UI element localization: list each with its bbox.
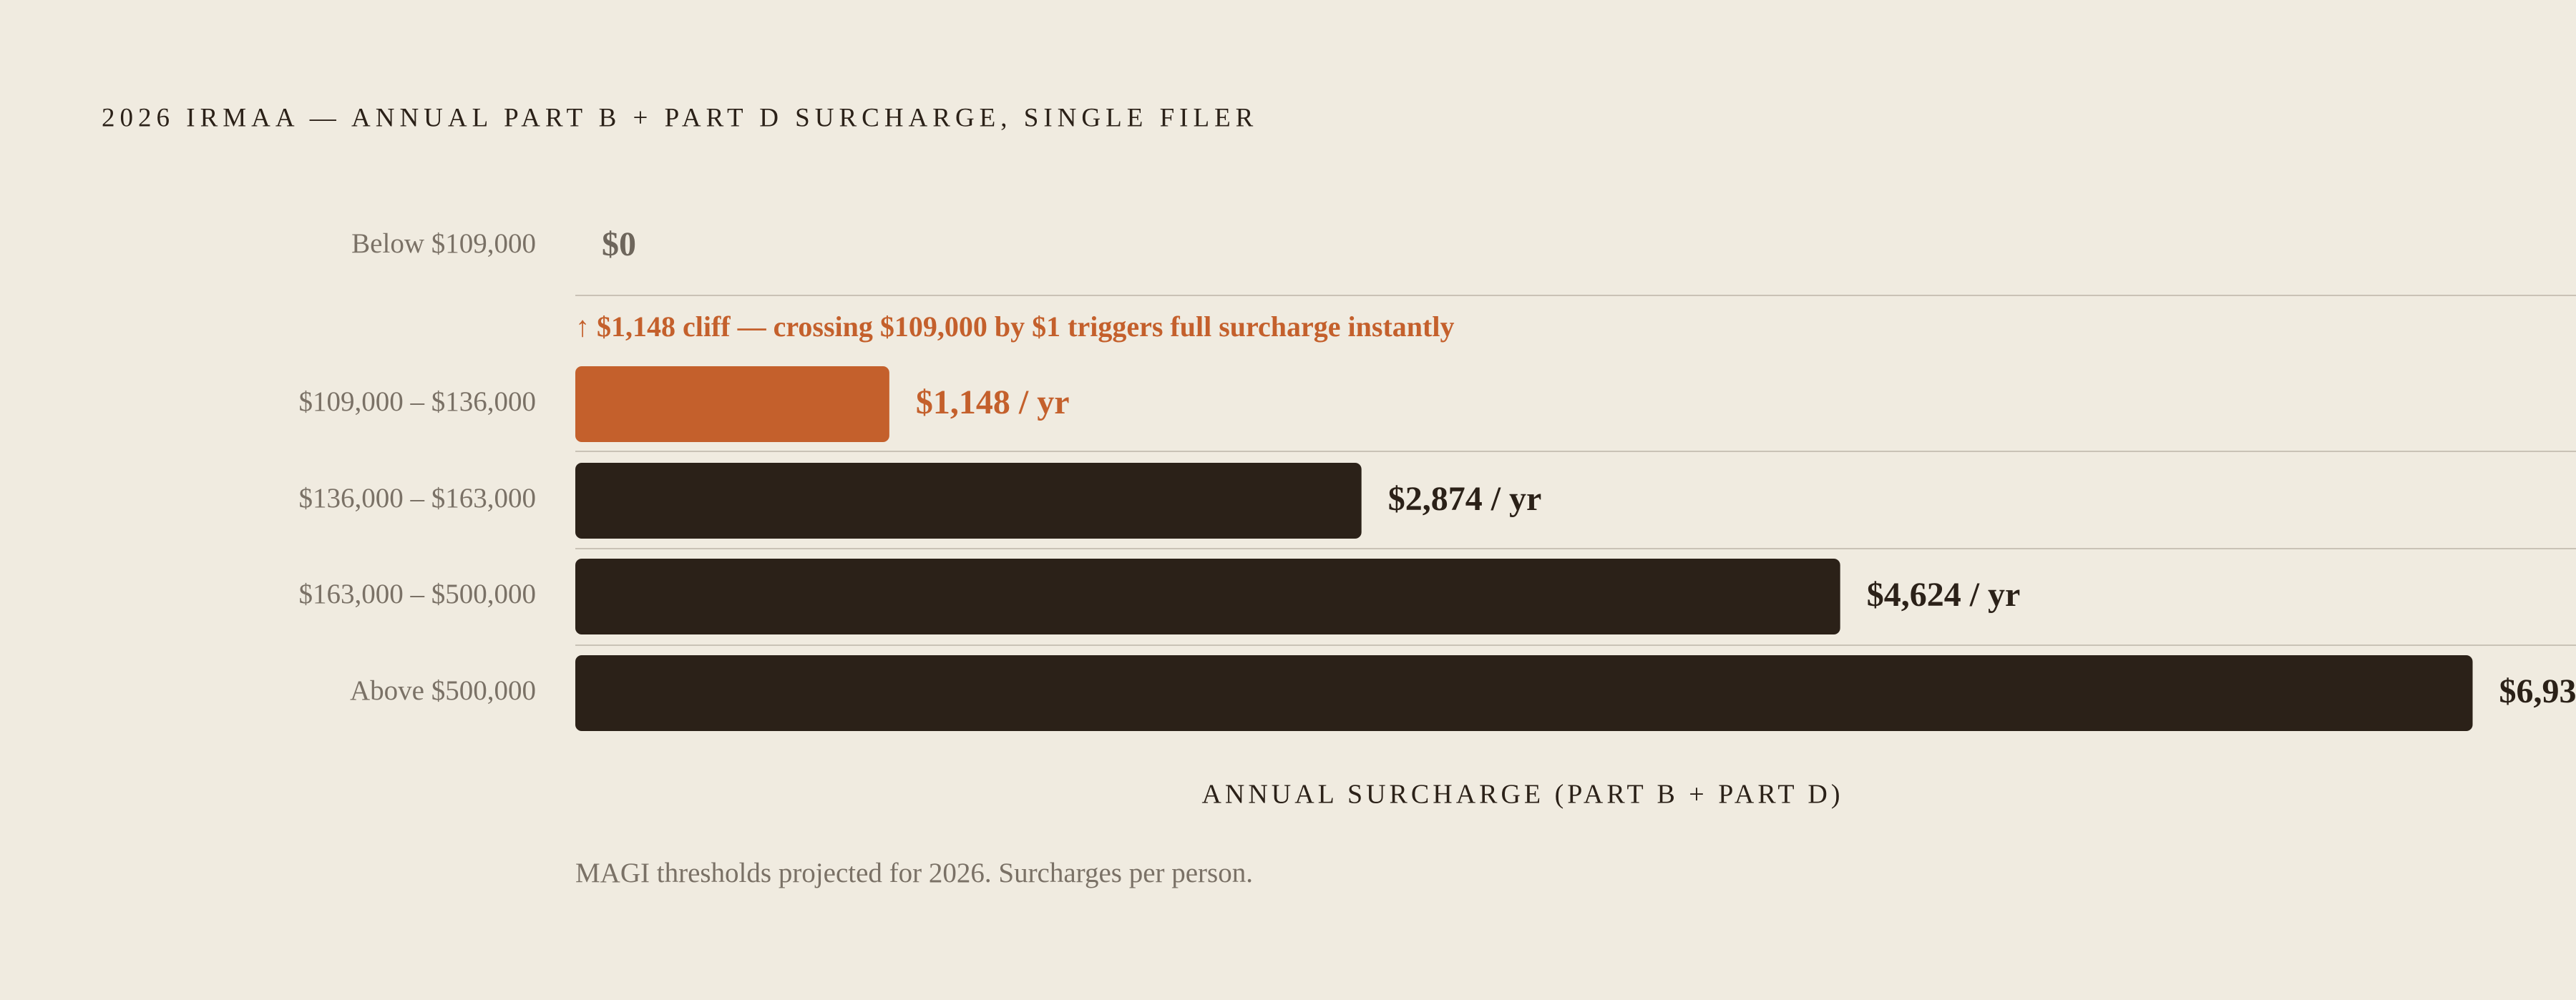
bar [575,655,2473,731]
annotation: ↑ $1,148 cliff — crossing $109,000 by $1… [575,310,1454,343]
y-tick-label: $109,000 – $136,000 [299,386,537,417]
bar [575,559,1840,634]
y-tick-label: Above $500,000 [350,675,536,706]
value-label: $2,874 / yr [1388,480,1542,518]
value-label: $6,936 / yr [2499,672,2576,710]
footnote: MAGI thresholds projected for 2026. Surc… [575,858,1253,888]
bar [575,463,1362,539]
y-tick-label: $136,000 – $163,000 [299,483,537,514]
chart-title: 2026 IRMAA — ANNUAL PART B + PART D SURC… [102,103,1258,132]
y-tick-label: Below $109,000 [351,228,536,259]
y-tick-label: $163,000 – $500,000 [299,579,537,609]
value-label: $0 [602,225,636,263]
x-axis-label: ANNUAL SURCHARGE (PART B + PART D) [1201,780,1843,810]
value-label: $4,624 / yr [1867,576,2021,614]
bar [575,366,889,442]
value-label: $1,148 / yr [916,383,1070,421]
